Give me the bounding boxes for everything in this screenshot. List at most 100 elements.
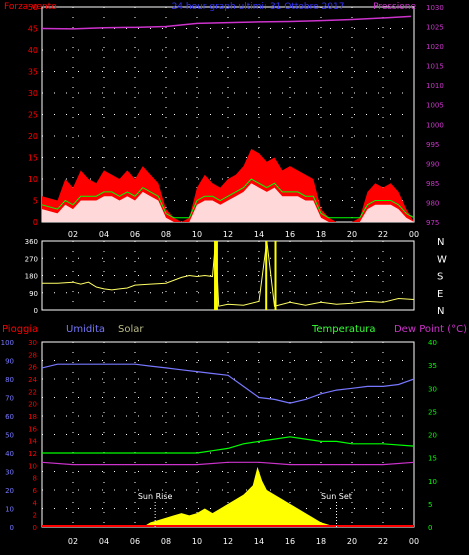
rain-tick-label: 30: [28, 339, 37, 347]
humidity-axis-label: Umidita: [66, 324, 105, 335]
humidity-line: [41, 363, 415, 404]
rain-tick-label: 6: [33, 487, 38, 495]
x-tick-label: 18: [316, 537, 326, 546]
humidity-tick-label: 40: [5, 450, 14, 458]
rain-tick-label: 28: [28, 351, 37, 359]
x-tick-label: 06: [130, 230, 140, 239]
x-tick-label: 14: [254, 537, 264, 546]
temp-tick-label: 0: [428, 524, 432, 532]
temp-tick-label: 35: [428, 362, 437, 370]
dewpoint-axis-label: Dew Point (°C): [394, 324, 467, 335]
sunset-label: Sun Set: [321, 492, 352, 501]
right-tick-label: 1030: [426, 4, 444, 12]
x-tick-label: 18: [316, 230, 326, 239]
compass-letter: N: [437, 237, 444, 248]
rain-tick-label: 4: [33, 499, 38, 507]
pressure-line: [41, 15, 411, 30]
compass-letter: W: [437, 254, 447, 265]
x-tick-label: 16: [285, 537, 295, 546]
x-tick-label: 00: [409, 230, 419, 239]
left-tick-label: 40: [28, 46, 38, 55]
temp-tick-label: 30: [428, 385, 437, 393]
x-tick-label: 10: [192, 537, 202, 546]
right-tick-label: 1015: [426, 63, 444, 71]
right-tick-label: 1025: [426, 24, 444, 32]
x-tick-label: 10: [192, 230, 202, 239]
x-tick-label: 20: [347, 537, 357, 546]
left-tick-label: 5: [33, 197, 38, 206]
x-tick-label: 08: [161, 230, 171, 239]
direction-tick-label: 0: [34, 307, 38, 315]
solar-axis-label: Solar: [118, 324, 144, 335]
wind-axis-label: Forza vento: [4, 2, 57, 12]
x-tick-label: 06: [130, 537, 140, 546]
temp-tick-label: 10: [428, 478, 437, 486]
temperature-axis-label: Temperatura: [311, 324, 376, 335]
x-tick-label: 00: [409, 537, 419, 546]
direction-tick-label: 360: [25, 238, 38, 246]
x-tick-label: 02: [68, 230, 78, 239]
temp-tick-label: 40: [428, 339, 437, 347]
solar-area: [42, 466, 414, 527]
sunrise-label: Sun Rise: [138, 492, 173, 501]
wind-gust-area: [42, 183, 414, 222]
x-tick-label: 04: [99, 537, 109, 546]
humidity-tick-label: 80: [5, 376, 14, 384]
x-tick-label: 22: [378, 230, 388, 239]
wind-direction-spike: [214, 241, 218, 310]
direction-tick-label: 270: [25, 255, 38, 263]
x-tick-label: 20: [347, 230, 357, 239]
humidity-tick-label: 50: [5, 432, 14, 440]
left-tick-label: 0: [33, 218, 38, 227]
temp-tick-label: 25: [428, 408, 437, 416]
rain-tick-label: 16: [28, 425, 37, 433]
pressure-axis-label: Pressione: [373, 2, 416, 12]
humidity-tick-label: 100: [1, 339, 14, 347]
rain-axis-label: Pioggia: [2, 324, 38, 335]
left-tick-label: 25: [28, 111, 38, 120]
x-tick-label: 04: [99, 230, 109, 239]
humidity-tick-label: 20: [5, 487, 14, 495]
wind-direction-spike: [265, 241, 268, 310]
rain-tick-label: 12: [28, 450, 37, 458]
left-tick-label: 15: [28, 154, 38, 163]
temp-tick-label: 15: [428, 455, 437, 463]
x-tick-label: 14: [254, 230, 264, 239]
x-tick-label: 12: [223, 230, 233, 239]
humidity-tick-label: 60: [5, 413, 14, 421]
left-tick-label: 35: [28, 68, 38, 77]
x-tick-label: 22: [378, 537, 388, 546]
right-tick-label: 1005: [426, 102, 444, 110]
humidity-tick-label: 70: [5, 395, 14, 403]
right-tick-label: 990: [426, 160, 439, 168]
rain-tick-label: 26: [28, 364, 37, 372]
rain-tick-label: 10: [28, 462, 37, 470]
dewpoint-line: [41, 461, 415, 466]
rain-tick-label: 14: [28, 438, 37, 446]
panel-3-frame: [41, 341, 415, 528]
left-tick-label: 10: [28, 175, 38, 184]
right-tick-label: 1010: [426, 82, 444, 90]
right-tick-label: 985: [426, 180, 439, 188]
right-tick-label: 995: [426, 141, 439, 149]
humidity-tick-label: 0: [10, 524, 14, 532]
right-tick-label: 975: [426, 219, 439, 227]
right-tick-label: 980: [426, 199, 439, 207]
right-tick-label: 1020: [426, 43, 444, 51]
compass-letter: S: [437, 272, 443, 283]
rain-tick-label: 8: [33, 475, 37, 483]
wind-direction-spike: [274, 241, 277, 310]
x-tick-label: 16: [285, 230, 295, 239]
compass-letter: N: [437, 306, 444, 317]
left-tick-label: 20: [28, 132, 38, 141]
left-tick-label: 50: [28, 3, 38, 12]
wind-avg-line: [41, 178, 415, 219]
humidity-tick-label: 30: [5, 469, 14, 477]
rain-tick-label: 20: [28, 401, 37, 409]
temp-tick-label: 5: [428, 501, 432, 509]
compass-letter: E: [437, 289, 443, 300]
rain-tick-label: 22: [28, 388, 37, 396]
humidity-tick-label: 90: [5, 358, 14, 366]
right-tick-label: 1000: [426, 121, 444, 129]
